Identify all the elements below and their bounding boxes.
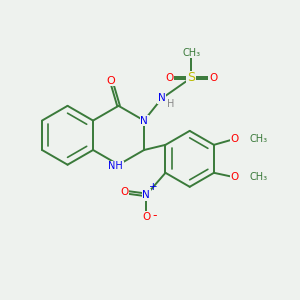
Text: O: O	[142, 212, 151, 222]
Text: N: N	[158, 94, 166, 103]
Text: CH₃: CH₃	[250, 172, 268, 182]
Text: O: O	[230, 134, 239, 144]
Text: H: H	[167, 99, 175, 109]
Text: N: N	[140, 116, 148, 126]
Text: O: O	[209, 73, 218, 83]
Text: O: O	[165, 73, 173, 83]
Text: O: O	[107, 76, 116, 86]
Text: -: -	[152, 209, 157, 222]
Text: CH₃: CH₃	[182, 48, 200, 58]
Text: O: O	[230, 172, 239, 182]
Text: O: O	[120, 187, 128, 197]
Text: S: S	[187, 71, 195, 84]
Text: +: +	[148, 182, 157, 192]
Text: N: N	[142, 190, 150, 200]
Text: NH: NH	[108, 161, 123, 171]
Text: CH₃: CH₃	[250, 134, 268, 144]
